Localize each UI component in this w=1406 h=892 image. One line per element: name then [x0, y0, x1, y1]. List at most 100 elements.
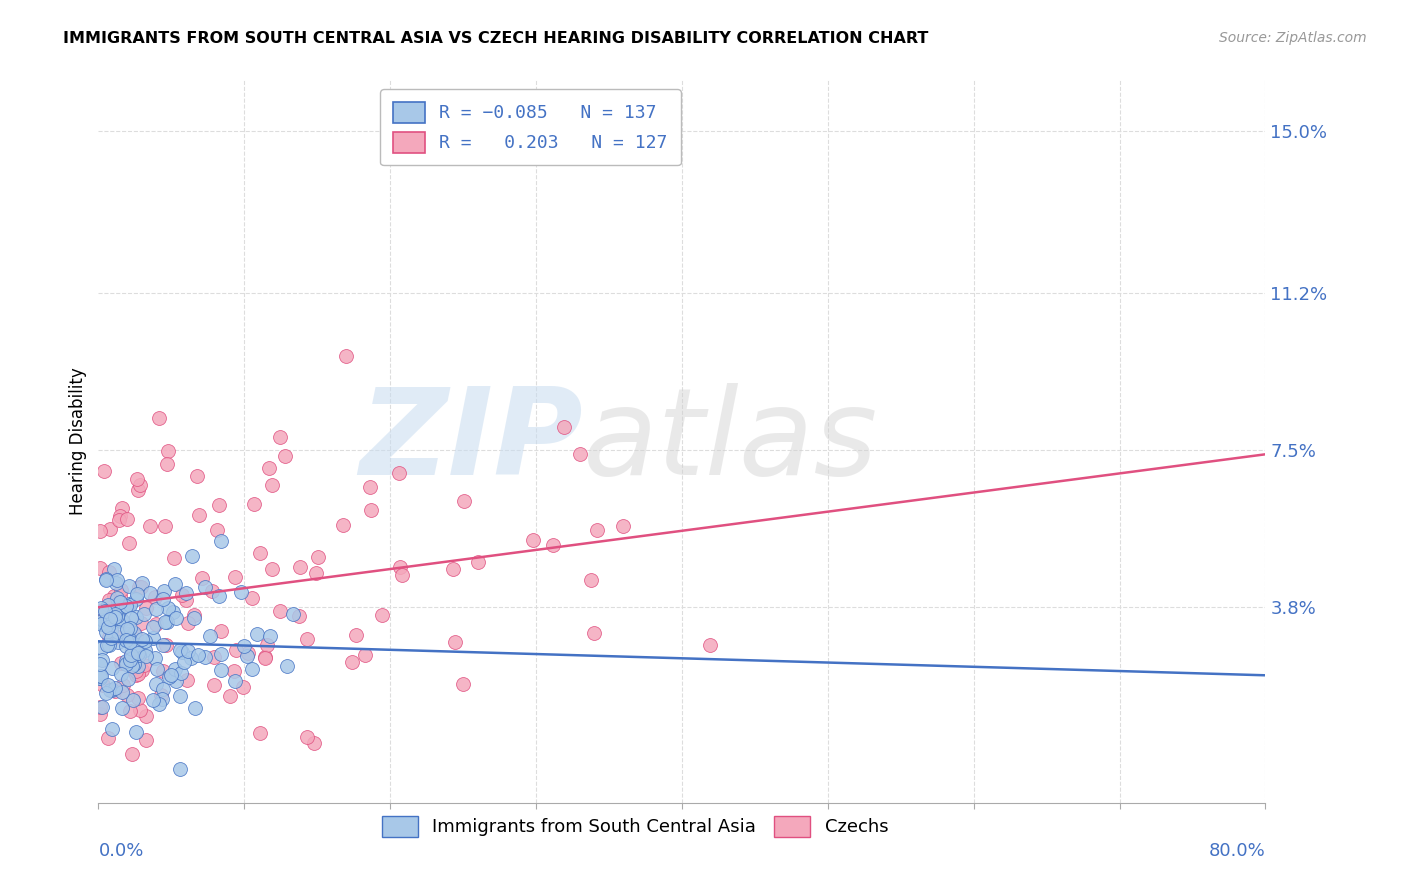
Point [96, 609, 118, 624]
Point [156, 615, 179, 629]
Point [125, 668, 148, 682]
Point [156, 444, 179, 458]
Point [127, 587, 149, 601]
Point [165, 611, 187, 625]
Point [142, 620, 165, 634]
Point [541, 538, 564, 552]
Point [127, 667, 149, 681]
Point [120, 652, 142, 666]
Point [191, 570, 214, 584]
Point [135, 649, 157, 664]
Point [128, 703, 150, 717]
Point [145, 676, 167, 690]
Point [90, 669, 112, 683]
Point [98, 565, 121, 579]
Point [224, 570, 246, 584]
Point [108, 595, 131, 609]
Point [143, 591, 166, 605]
Y-axis label: Hearing Disability: Hearing Disability [69, 368, 87, 516]
Point [184, 701, 207, 715]
Point [127, 646, 149, 660]
Point [90, 700, 112, 714]
Point [114, 599, 136, 613]
Point [152, 682, 174, 697]
Point [110, 614, 132, 628]
Point [253, 651, 276, 665]
Point [225, 643, 247, 657]
Point [153, 519, 176, 533]
Point [287, 609, 309, 624]
Point [699, 638, 721, 652]
Point [344, 627, 367, 641]
Point [202, 649, 225, 664]
Point [219, 689, 242, 703]
Point [94, 572, 117, 586]
Point [157, 670, 180, 684]
Point [152, 664, 174, 678]
Point [240, 662, 263, 676]
Point [155, 639, 177, 653]
Point [120, 653, 142, 667]
Text: 80.0%: 80.0% [1209, 841, 1265, 860]
Point [389, 559, 412, 574]
Point [104, 629, 127, 643]
Point [107, 634, 129, 648]
Point [110, 656, 132, 670]
Point [107, 624, 129, 639]
Point [209, 624, 232, 638]
Point [108, 509, 131, 524]
Point [307, 550, 329, 565]
Point [117, 627, 139, 641]
Point [97, 620, 120, 634]
Point [209, 663, 232, 677]
Point [127, 659, 149, 673]
Point [295, 632, 318, 646]
Point [94, 625, 117, 640]
Point [582, 625, 605, 640]
Point [163, 662, 186, 676]
Point [142, 631, 165, 645]
Point [128, 580, 150, 594]
Point [100, 619, 122, 633]
Point [305, 566, 328, 580]
Point [91, 641, 114, 656]
Point [127, 483, 149, 497]
Point [105, 591, 128, 606]
Point [118, 536, 141, 550]
Point [156, 457, 179, 471]
Point [118, 632, 141, 646]
Point [131, 663, 153, 677]
Point [122, 657, 145, 671]
Point [94, 686, 117, 700]
Point [160, 667, 183, 681]
Point [101, 661, 124, 675]
Point [222, 664, 245, 678]
Point [235, 649, 257, 664]
Point [201, 584, 224, 599]
Point [232, 639, 254, 653]
Point [120, 647, 142, 661]
Point [259, 629, 281, 643]
Point [111, 599, 134, 614]
Point [181, 549, 204, 563]
Point [269, 429, 291, 443]
Point [115, 622, 138, 636]
Point [146, 662, 169, 676]
Point [165, 576, 187, 591]
Point [360, 503, 382, 517]
Point [117, 512, 139, 526]
Point [169, 689, 191, 703]
Point [194, 580, 217, 594]
Point [100, 624, 122, 638]
Point [118, 621, 141, 635]
Point [187, 648, 209, 663]
Point [253, 649, 276, 664]
Point [103, 589, 125, 603]
Point [208, 589, 231, 603]
Point [145, 602, 167, 616]
Point [89, 707, 111, 722]
Point [118, 704, 141, 718]
Point [89, 671, 111, 685]
Point [359, 481, 381, 495]
Point [97, 630, 120, 644]
